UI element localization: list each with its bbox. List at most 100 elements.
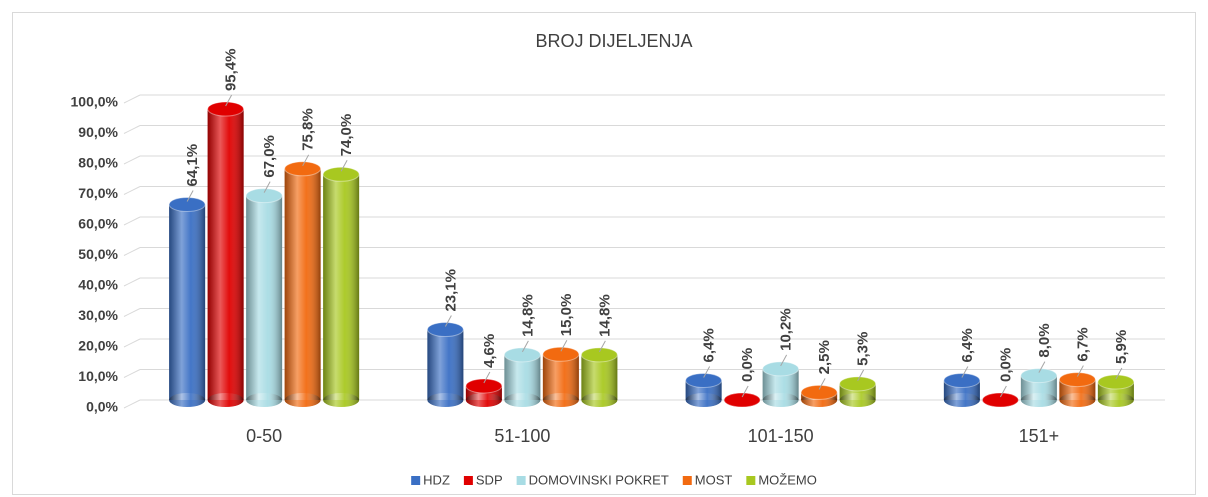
grid-slant (123, 338, 141, 348)
bar-top (426, 322, 464, 338)
y-tick-label: 40,0% (78, 277, 118, 293)
bar-shade (427, 329, 464, 400)
bar-top (839, 376, 877, 392)
value-label: 4,6% (481, 334, 498, 368)
legend-swatch (463, 476, 473, 485)
bar-top (284, 161, 322, 177)
legend-label: MOST (695, 472, 733, 487)
value-label: 0,0% (739, 348, 756, 382)
bar-base-shade (504, 393, 541, 407)
leader-line (598, 340, 606, 353)
bar-base-shade (839, 393, 876, 407)
bar-top (168, 196, 206, 212)
plot-area: 0,0% 10,0% 20,0% 30,0% 40,0% 50,0% 60,0% 70,0% 8… (71, 48, 1165, 487)
bar-top (685, 372, 723, 388)
y-tick-label: 10,0% (78, 368, 118, 384)
leader-line (186, 190, 194, 202)
bar-shade (581, 354, 618, 400)
bar-base-shade (207, 393, 244, 407)
chart-title: BROJ DIJELJENJA (535, 31, 692, 51)
leader-line (521, 340, 529, 353)
legend: HDZ SDP DOMOVINSKI POKRET MOST MOŽEMO (411, 472, 817, 487)
value-label: 5,9% (1113, 330, 1130, 364)
bar-base-shade (284, 393, 321, 407)
leader-line (483, 371, 491, 384)
value-label: 67,0% (261, 135, 278, 178)
x-tick-label: 51-100 (494, 426, 550, 446)
grid-slant (123, 216, 141, 226)
bar-top (800, 384, 838, 400)
y-tick-label: 70,0% (78, 185, 118, 201)
bar-shade (504, 354, 541, 400)
bar-top (580, 347, 618, 363)
value-label: 95,4% (223, 48, 240, 91)
value-label: 0,0% (997, 348, 1014, 382)
value-label: 23,1% (442, 269, 459, 312)
x-tick-label: 0-50 (246, 426, 282, 446)
value-label: 75,8% (300, 108, 317, 151)
leader-line (741, 385, 749, 398)
legend-label: DOMOVINSKI POKRET (529, 472, 669, 487)
x-tick-label: 151+ (1019, 426, 1060, 446)
y-tick-label: 50,0% (78, 246, 118, 262)
bar-base-shade (465, 393, 502, 407)
legend-swatch (746, 476, 756, 485)
leader-line (999, 385, 1007, 398)
value-label: 6,4% (701, 328, 718, 362)
bar-shade (323, 174, 360, 400)
bar-base-shade (1059, 393, 1096, 407)
bar-top (245, 188, 283, 204)
legend-swatch (682, 476, 692, 485)
leader-line (1076, 365, 1084, 377)
bar-top (207, 101, 245, 117)
bar-base-shade (427, 393, 464, 407)
leader-line (302, 154, 310, 167)
value-label: 2,5% (816, 340, 833, 374)
leader-line (703, 366, 711, 378)
leader-line (818, 378, 826, 390)
bar-base-shade (1097, 393, 1134, 407)
bar-top (1020, 368, 1058, 384)
value-label: 10,2% (778, 308, 795, 351)
legend-label: HDZ (423, 472, 450, 487)
bar-shade (542, 354, 579, 400)
grid-slant (123, 247, 141, 256)
value-label: 6,7% (1074, 327, 1091, 361)
value-label: 14,8% (519, 294, 536, 337)
leader-line (857, 369, 865, 382)
leader-line (340, 160, 348, 172)
grid-slant (123, 125, 141, 134)
legend-swatch (411, 476, 421, 485)
value-label: 64,1% (184, 144, 201, 187)
leader-line (560, 340, 568, 352)
y-tick-label: 0,0% (86, 399, 118, 415)
y-tick-label: 20,0% (78, 338, 118, 354)
leader-line (444, 315, 452, 327)
bar-top (762, 361, 800, 377)
y-tick-label: 80,0% (78, 155, 118, 171)
leader-line (780, 354, 788, 367)
bar-top (322, 166, 360, 182)
bar-base-shade (542, 393, 579, 407)
bar-base-shade (169, 393, 206, 407)
bar-base-shade (943, 393, 980, 407)
grid-slant (123, 308, 141, 317)
grid-slant (123, 369, 141, 378)
value-label: 8,0% (1036, 323, 1053, 357)
bar-top (542, 346, 580, 362)
leader-line (263, 181, 271, 193)
y-tick-label: 90,0% (78, 124, 118, 140)
bar-top (1058, 372, 1096, 388)
grid-slant (123, 155, 141, 165)
value-label: 15,0% (558, 294, 575, 337)
leader-line (1038, 361, 1046, 373)
legend-swatch (516, 476, 526, 485)
x-tick-label: 101-150 (748, 426, 814, 446)
bar-base-shade (246, 393, 283, 407)
legend-label: MOŽEMO (758, 472, 817, 487)
bar-top (723, 392, 761, 408)
bar-base-shade (685, 393, 722, 407)
grid-slant (123, 399, 141, 409)
grid-slant (123, 277, 141, 287)
